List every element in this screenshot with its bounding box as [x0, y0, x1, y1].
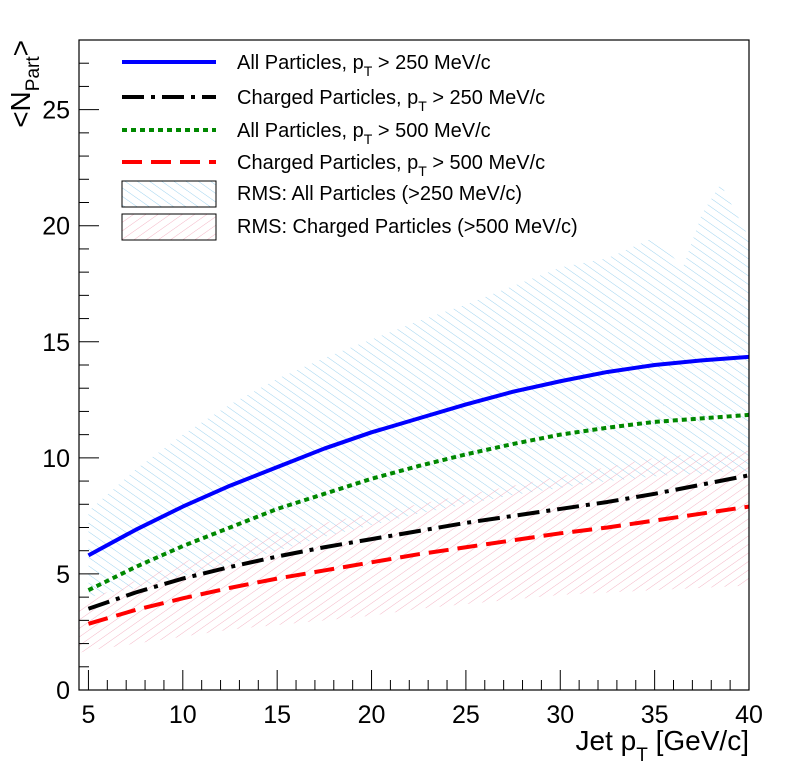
- y-axis-title: <NPart>: [5, 40, 44, 128]
- x-tick-label: 10: [169, 701, 197, 729]
- legend-label-rms-all: RMS: All Particles (>250 MeV/c): [237, 183, 522, 205]
- series-line-charged-500: [87, 504, 749, 626]
- legend-label-all-500: All Particles, pT > 500 MeV/c: [237, 120, 491, 147]
- legend: All Particles, pT > 250 MeV/c Charged Pa…: [121, 52, 578, 241]
- legend-label-charged-250: Charged Particles, pT > 250 MeV/c: [237, 87, 545, 114]
- legend-label-rms-charged: RMS: Charged Particles (>500 MeV/c): [237, 216, 578, 238]
- y-tick-label: 15: [42, 329, 70, 357]
- legend-label-charged-500: Charged Particles, pT > 500 MeV/c: [237, 152, 545, 179]
- x-tick-label: 20: [358, 701, 386, 729]
- y-tick-label: 0: [56, 677, 70, 705]
- series-line-all-500: [87, 412, 749, 592]
- series-line-charged-250: [87, 473, 749, 611]
- y-tick-label: 5: [56, 561, 70, 589]
- legend-label-all-250: All Particles, pT > 250 MeV/c: [237, 52, 491, 79]
- x-tick-label: 5: [81, 701, 95, 729]
- legend-swatch-rms-all: [121, 180, 217, 208]
- legend-swatch-rms-charged: [121, 213, 217, 241]
- rms-band-all-250: [88, 183, 749, 598]
- y-tick-label: 20: [42, 213, 70, 241]
- series-lines: [87, 354, 749, 626]
- x-tick-label: 35: [641, 701, 669, 729]
- x-tick-label: 15: [263, 701, 291, 729]
- x-tick-label: 30: [546, 701, 574, 729]
- y-tick-label: 25: [42, 97, 70, 125]
- x-tick-label: 25: [452, 701, 480, 729]
- axis-ticks: [79, 39, 750, 691]
- rms-band-charged-500: [79, 450, 749, 653]
- x-axis-title: Jet pT [GeV/c]: [576, 725, 749, 765]
- y-tick-label: 10: [42, 445, 70, 473]
- series-line-all-250: [87, 354, 749, 558]
- x-tick-label: 40: [735, 701, 763, 729]
- rms-bands: [79, 183, 749, 653]
